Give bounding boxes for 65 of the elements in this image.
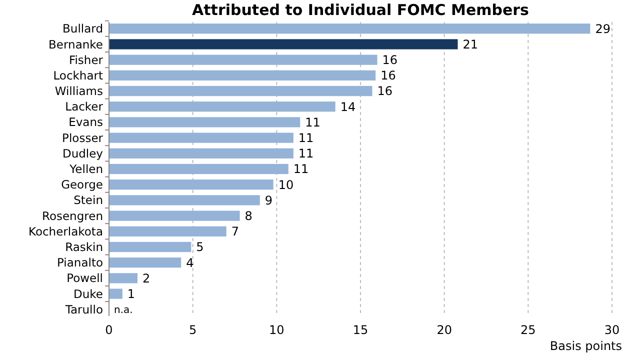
y-tick-label: Bernanke — [48, 37, 103, 52]
bar — [109, 24, 590, 34]
x-tick-label: 25 — [520, 323, 536, 337]
x-tick-label: 30 — [604, 323, 620, 337]
bar — [109, 226, 226, 236]
bar — [109, 164, 288, 174]
y-tick-label: Lockhart — [53, 68, 104, 82]
x-tick-label: 0 — [105, 323, 113, 337]
bar — [109, 70, 376, 80]
data-label: 2 — [142, 271, 150, 286]
data-label: 11 — [305, 115, 320, 130]
bar — [109, 86, 372, 96]
data-label: 16 — [380, 68, 396, 83]
chart-title: Attributed to Individual FOMC Members — [192, 1, 530, 19]
data-label: 11 — [298, 131, 314, 146]
x-tick-label: 20 — [436, 323, 452, 337]
x-tick-label: 5 — [189, 323, 197, 337]
data-label: 14 — [340, 100, 356, 114]
x-axis-title: Basis points — [550, 339, 622, 353]
data-label: 8 — [244, 208, 252, 223]
y-tick-label: Dudley — [62, 146, 104, 160]
y-tick-label: Powell — [66, 271, 103, 286]
bar — [109, 273, 138, 284]
bar — [109, 117, 300, 128]
y-tick-label: Raskin — [65, 240, 103, 254]
data-label: 5 — [196, 240, 204, 254]
bar — [109, 258, 182, 268]
data-label: 9 — [264, 193, 273, 208]
bar — [109, 288, 122, 299]
y-tick-label: Plosser — [62, 130, 104, 145]
data-label: 21 — [462, 37, 478, 52]
data-label: 16 — [382, 53, 398, 68]
bar — [109, 148, 294, 158]
bar — [109, 195, 260, 206]
bar — [109, 132, 294, 143]
y-tick-label: Pianalto — [57, 256, 103, 270]
y-tick-label: Stein — [74, 193, 103, 208]
bar — [109, 39, 458, 50]
bar — [109, 210, 240, 221]
data-label: 10 — [278, 178, 294, 192]
y-tick-label: Kocherlakota — [28, 224, 103, 238]
bar — [109, 54, 378, 65]
y-tick-label: Williams — [54, 84, 104, 98]
x-tick-label: 15 — [352, 323, 368, 337]
bar — [109, 180, 274, 190]
y-tick-label: Yellen — [68, 162, 103, 176]
y-tick-label: Duke — [74, 286, 103, 301]
text: n.a. — [114, 304, 133, 316]
y-tick-label: Evans — [68, 115, 103, 130]
y-tick-label: Tarullo — [64, 302, 103, 316]
y-tick-label: Fisher — [68, 52, 104, 67]
data-label: 4 — [186, 256, 194, 270]
bar — [109, 242, 192, 252]
y-tick-label: Bullard — [62, 22, 103, 36]
data-label: 16 — [377, 84, 393, 98]
x-tick-label: 10 — [269, 323, 284, 337]
data-label: 1 — [127, 286, 136, 301]
y-tick-label: Rosengren — [42, 208, 103, 223]
data-label: 11 — [293, 162, 309, 176]
y-tick-label: George — [61, 178, 103, 192]
bar — [109, 102, 336, 112]
data-label: 11 — [298, 146, 314, 161]
y-tick-label: Lacker — [65, 100, 104, 114]
data-label: 29 — [595, 22, 610, 36]
data-label: 7 — [231, 224, 240, 239]
